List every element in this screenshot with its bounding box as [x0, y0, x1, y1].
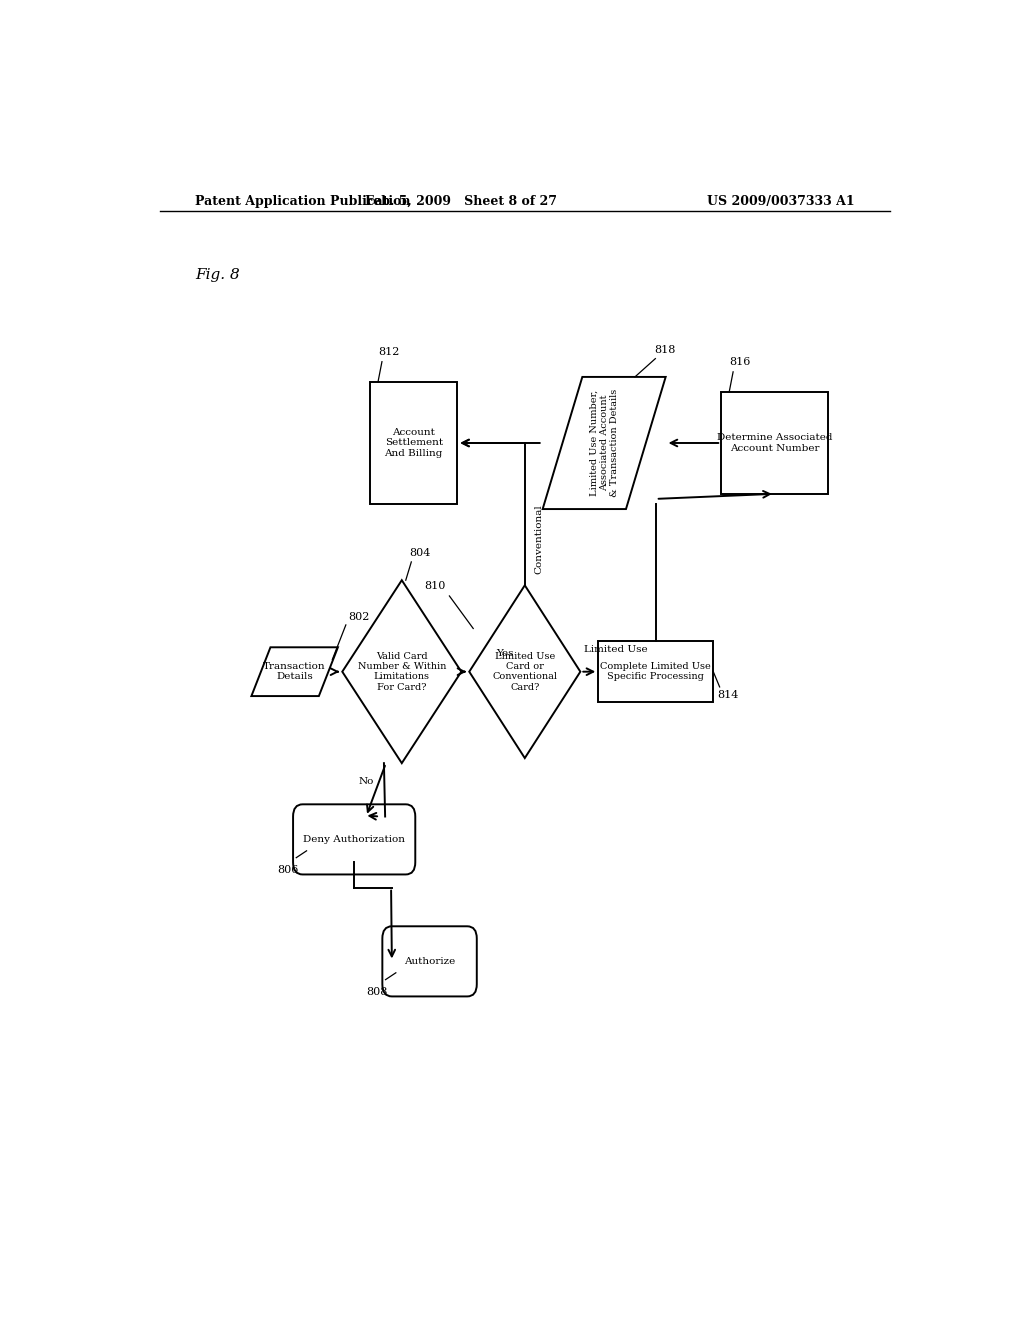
Text: Complete Limited Use
Specific Processing: Complete Limited Use Specific Processing: [600, 663, 711, 681]
Text: Authorize: Authorize: [403, 957, 456, 966]
Text: Limited Use: Limited Use: [585, 645, 648, 653]
Text: Transaction
Details: Transaction Details: [263, 663, 326, 681]
Text: Account
Settlement
And Billing: Account Settlement And Billing: [384, 428, 443, 458]
Text: 816: 816: [729, 356, 751, 367]
Bar: [598, 642, 714, 702]
Text: 812: 812: [378, 347, 399, 356]
Text: 814: 814: [717, 690, 738, 700]
Text: Yes: Yes: [497, 649, 514, 657]
Text: 810: 810: [424, 581, 445, 591]
Text: Limited Use
Card or
Conventional
Card?: Limited Use Card or Conventional Card?: [493, 652, 557, 692]
Text: 802: 802: [348, 612, 370, 622]
Text: Determine Associated
Account Number: Determine Associated Account Number: [717, 433, 833, 453]
Text: Patent Application Publication: Patent Application Publication: [196, 194, 411, 207]
Text: 806: 806: [278, 865, 299, 875]
Text: 818: 818: [653, 345, 675, 355]
Text: Valid Card
Number & Within
Limitations
For Card?: Valid Card Number & Within Limitations F…: [357, 652, 446, 692]
Text: Conventional: Conventional: [535, 504, 544, 574]
Bar: [370, 381, 458, 504]
Text: Limited Use Number,
Associated Account
& Transaction Details: Limited Use Number, Associated Account &…: [589, 389, 620, 498]
Bar: [721, 392, 828, 494]
Text: Feb. 5, 2009   Sheet 8 of 27: Feb. 5, 2009 Sheet 8 of 27: [366, 194, 557, 207]
Text: Deny Authorization: Deny Authorization: [303, 834, 406, 843]
Text: US 2009/0037333 A1: US 2009/0037333 A1: [707, 194, 854, 207]
Text: Fig. 8: Fig. 8: [196, 268, 241, 282]
Text: 808: 808: [367, 987, 388, 997]
Text: 804: 804: [410, 548, 431, 558]
Text: No: No: [358, 777, 374, 785]
